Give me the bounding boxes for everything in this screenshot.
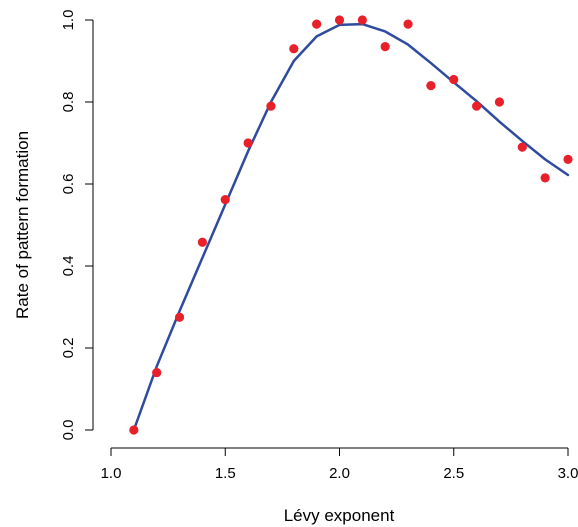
y-ticks: 0.0 0.2 0.4 0.6 0.8 1.0 [60,10,93,441]
x-axis-title: Lévy exponent [284,506,395,525]
data-point [357,15,367,25]
x-tick-label: 3.0 [558,465,578,482]
y-tick-label: 0.2 [60,338,77,359]
data-point [243,138,253,148]
y-tick-label: 0.8 [60,92,77,113]
y-tick-label: 1.0 [60,10,77,31]
data-point [517,142,527,152]
data-point [312,19,322,29]
data-point [197,237,207,247]
y-tick-label: 0.0 [60,420,77,441]
data-point [426,81,436,91]
data-point [174,312,185,322]
data-point [563,154,573,164]
y-axis-title: Rate of pattern formation [13,131,32,319]
data-point [494,97,505,107]
x-tick-label: 1.5 [215,465,236,482]
data-point [380,42,390,52]
data-point [472,101,482,111]
fit-line [132,22,570,432]
data-point [540,173,550,183]
y-tick-label: 0.4 [60,256,77,277]
data-point [403,19,413,29]
x-tick-label: 1.0 [101,465,122,482]
data-point [334,15,345,25]
x-tick-label: 2.0 [329,465,350,482]
axes [92,20,568,449]
x-ticks: 1.0 1.5 2.0 2.5 3.0 [101,448,578,482]
data-point [289,44,299,54]
data-point [266,101,276,111]
data-point [152,368,162,378]
data-point [129,425,139,435]
plot-area [129,15,573,435]
data-point [449,74,459,85]
data-point [220,194,230,205]
x-tick-label: 2.5 [443,465,464,482]
y-tick-label: 0.6 [60,174,77,195]
